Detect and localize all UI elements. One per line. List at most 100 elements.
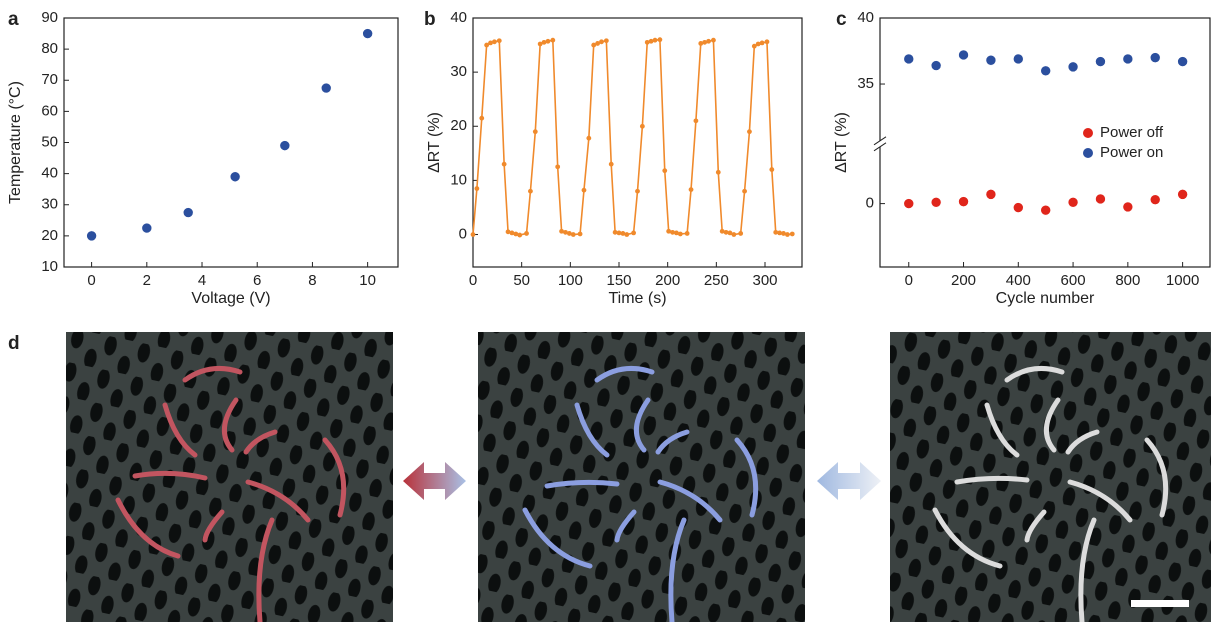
point: [777, 230, 783, 236]
point: [537, 41, 543, 47]
photo-blue: [478, 332, 805, 622]
point: [688, 187, 694, 192]
point: [738, 231, 744, 236]
y-tick-label: 20: [450, 117, 467, 134]
y-tick-label: 40: [857, 9, 874, 26]
point: [591, 42, 597, 48]
y-axis-title: ΔRT (%): [426, 112, 443, 173]
y-tick-label: 60: [41, 102, 58, 119]
axis-break: [873, 142, 887, 152]
point: [903, 198, 915, 209]
y-axis-title: ΔRT (%): [833, 112, 850, 173]
point: [635, 188, 640, 194]
x-tick-label: 2: [143, 272, 151, 289]
x-axis-title: Cycle number: [996, 290, 1095, 307]
panel-label: d: [8, 333, 20, 354]
y-tick-label: 0: [459, 225, 467, 242]
point: [742, 188, 747, 194]
point: [566, 231, 572, 236]
point: [555, 164, 561, 170]
point: [755, 41, 761, 47]
point: [958, 49, 969, 61]
x-tick-label: 250: [704, 272, 729, 289]
point: [603, 38, 609, 44]
point: [1040, 65, 1051, 77]
x-tick-label: 0: [87, 272, 95, 289]
point: [711, 37, 716, 43]
point: [505, 229, 511, 235]
point: [509, 230, 515, 236]
point: [985, 54, 997, 66]
legend-marker: [1083, 128, 1093, 138]
point: [747, 129, 752, 135]
x-axis-title: Time (s): [608, 290, 666, 307]
point: [930, 196, 942, 208]
y-tick-label: 20: [41, 227, 58, 244]
point: [1095, 193, 1106, 205]
arrow: [403, 462, 466, 500]
point: [577, 231, 583, 237]
point: [517, 232, 523, 238]
x-tick-label: 100: [558, 272, 583, 289]
point: [479, 115, 485, 121]
x-tick-label: 10: [359, 272, 376, 289]
point: [595, 41, 600, 46]
point: [1177, 56, 1188, 67]
point: [764, 39, 770, 45]
point: [608, 161, 614, 167]
y-tick-label: 40: [450, 9, 467, 26]
point: [550, 37, 556, 43]
point: [751, 43, 757, 49]
point: [182, 207, 194, 218]
x-tick-label: 0: [905, 272, 913, 289]
x-tick-label: 400: [1006, 272, 1031, 289]
point: [624, 232, 630, 237]
x-tick-label: 200: [655, 272, 680, 289]
point: [86, 230, 97, 242]
point: [563, 229, 568, 235]
x-tick-label: 200: [951, 272, 976, 289]
point: [1095, 56, 1106, 67]
point: [702, 39, 708, 45]
point: [586, 135, 592, 141]
point: [581, 187, 587, 193]
point: [930, 60, 942, 71]
y-axis-title: Temperature (°C): [7, 81, 24, 204]
point: [985, 189, 997, 200]
point: [698, 41, 704, 46]
point: [1177, 189, 1188, 200]
point: [501, 161, 507, 167]
point: [639, 123, 645, 129]
point: [599, 39, 604, 45]
y-tick-label: 30: [41, 196, 58, 213]
plot-frame: [879, 17, 1211, 268]
plot-frame: [63, 17, 399, 268]
y-tick-label: 30: [450, 63, 467, 80]
x-tick-label: 0: [469, 272, 477, 289]
y-tick-label: 0: [866, 195, 874, 212]
line: [472, 38, 793, 236]
point: [674, 230, 679, 236]
x-tick-label: 1000: [1166, 272, 1199, 289]
point: [570, 232, 576, 237]
point: [545, 38, 551, 44]
legend-marker: [1083, 148, 1093, 158]
point: [141, 222, 153, 234]
point: [513, 231, 519, 237]
x-axis-title: Voltage (V): [191, 290, 270, 307]
point: [648, 38, 654, 44]
point: [1149, 52, 1161, 63]
point: [532, 129, 538, 135]
point: [644, 39, 650, 45]
point: [684, 231, 690, 236]
plot-frame: [472, 17, 803, 268]
point: [677, 231, 683, 237]
point: [666, 228, 672, 234]
point: [279, 140, 291, 151]
point: [488, 40, 493, 46]
legend-label: Power off: [1100, 124, 1164, 141]
point: [1012, 53, 1024, 65]
point: [719, 228, 725, 234]
x-tick-label: 800: [1115, 272, 1140, 289]
